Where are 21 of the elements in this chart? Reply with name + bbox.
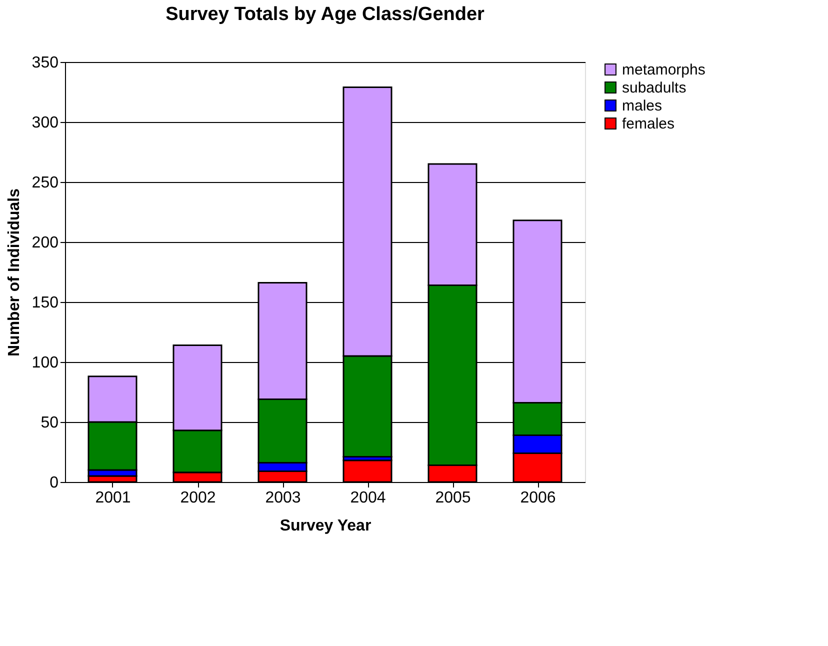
x-tick-label: 2001 <box>95 490 131 506</box>
x-axis-title: Survey Year <box>280 518 372 534</box>
legend-label: males <box>622 98 662 114</box>
x-tick-label: 2003 <box>265 490 301 506</box>
y-tick-label: 50 <box>40 414 59 432</box>
y-tick-label: 300 <box>32 114 59 132</box>
legend-label: metamorphs <box>622 62 706 78</box>
y-tick-label: 250 <box>32 174 59 192</box>
y-axis-title: Number of Individuals <box>6 188 23 357</box>
legend-label: females <box>622 116 675 132</box>
y-tick-label: 350 <box>32 54 59 72</box>
legend-label: subadults <box>622 80 686 96</box>
y-tick-label: 0 <box>50 474 59 492</box>
x-tick-label: 2004 <box>350 490 386 506</box>
x-tick-label: 2006 <box>520 490 556 506</box>
x-tick-label: 2005 <box>435 490 471 506</box>
y-tick-label: 200 <box>32 234 59 252</box>
chart-title: Survey Totals by Age Class/Gender <box>166 4 486 25</box>
y-tick-label: 100 <box>32 354 59 372</box>
x-tick-label: 2002 <box>180 490 216 506</box>
y-tick-label: 150 <box>32 294 59 312</box>
